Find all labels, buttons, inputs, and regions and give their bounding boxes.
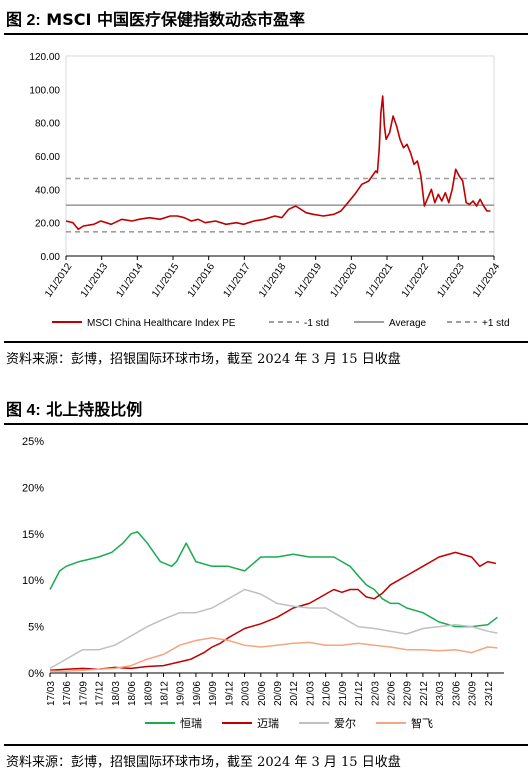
- y-tick-label: 40.00: [35, 185, 60, 196]
- figure-2-top-rule: [4, 423, 528, 425]
- x-tick-label: 1/1/2016: [186, 261, 218, 300]
- x-tick-label: 1/1/2012: [43, 261, 75, 300]
- northbound-holding-chart: 0% 5% 10% 15% 20% 25% 17/03 17/06 17/09 17/12 18/0…: [22, 436, 504, 730]
- legend-label: -1 std: [304, 318, 329, 329]
- y-tick-label: 20.00: [35, 219, 60, 230]
- figure-1-title: 图 2: MSCI 中国医疗保健指数动态市盈率: [6, 6, 305, 30]
- figure-1-source: 资料来源：彭博，招银国际环球市场，截至 2024 年 3 月 15 日收盘: [6, 352, 401, 367]
- x-tick-label: 20/06: [257, 681, 268, 706]
- figure-2-title: 图 4: 北上持股比例: [6, 396, 142, 420]
- x-tick-label: 18/03: [111, 681, 122, 706]
- figure-2-title-text: 北上持股比例: [46, 400, 143, 419]
- legend-label: 智飞: [411, 716, 433, 730]
- y-tick-label: 120.00: [29, 52, 60, 63]
- x-tick-label: 1/1/2024: [471, 261, 503, 300]
- figure-2-number: 图 4:: [6, 402, 41, 419]
- figure-1-bottom-rule: [4, 341, 528, 343]
- x-tick-label: 21/06: [322, 681, 333, 706]
- figure-2-bottom-rule: [4, 744, 528, 746]
- legend-label: Average: [389, 318, 427, 329]
- x-tick-label: 23/12: [484, 681, 495, 706]
- x-tick-label: 22/03: [370, 681, 381, 706]
- x-tick-label: 1/1/2022: [400, 261, 432, 300]
- x-tick-label: 22/12: [419, 681, 430, 706]
- x-tick-label: 20/03: [241, 681, 252, 706]
- series-line: [65, 95, 491, 231]
- legend-label: MSCI China Healthcare Index PE: [87, 318, 236, 329]
- figure-2-source: 资料来源：彭博，招银国际环球市场，截至 2024 年 3 月 15 日收盘: [6, 755, 401, 770]
- x-tick-label: 18/06: [127, 681, 138, 706]
- y-tick-label: 15%: [22, 529, 44, 541]
- y-tick-label: 80.00: [35, 119, 60, 130]
- y-tick-label: 20%: [22, 482, 44, 494]
- legend-label: 恒瑞: [180, 716, 202, 730]
- x-tick-label: 20/09: [273, 681, 284, 706]
- x-tick-label: 1/1/2017: [221, 261, 253, 300]
- series-line: [49, 531, 498, 628]
- y-tick-label: 60.00: [35, 152, 60, 163]
- x-tick-label: 1/1/2014: [114, 261, 146, 300]
- figure-1-number: 图 2:: [6, 12, 41, 29]
- x-tick-label: 18/09: [143, 681, 154, 706]
- x-tick-label: 1/1/2023: [435, 261, 467, 300]
- x-tick-label: 17/09: [78, 681, 89, 706]
- figure-1-top-rule: [4, 33, 528, 35]
- x-tick-label: 21/12: [354, 681, 365, 706]
- x-tick-label: 17/03: [46, 681, 57, 706]
- figure-1-title-text: MSCI 中国医疗保健指数动态市盈率: [46, 10, 305, 29]
- x-tick-label: 18/12: [160, 681, 171, 706]
- x-tick-label: 1/1/2020: [328, 261, 360, 300]
- x-tick-label: 22/09: [403, 681, 414, 706]
- x-tick-label: 1/1/2015: [150, 261, 182, 300]
- y-tick-label: 10%: [22, 575, 44, 587]
- x-tick-label: 1/1/2021: [364, 261, 396, 300]
- x-tick-label: 19/03: [176, 681, 187, 706]
- x-tick-label: 1/1/2018: [257, 261, 289, 300]
- x-tick-label: 21/09: [338, 681, 349, 706]
- y-tick-label: 5%: [28, 622, 44, 634]
- x-tick-label: 20/12: [289, 681, 300, 706]
- legend-label: 迈瑞: [257, 716, 279, 730]
- legend-label: 爱尔: [334, 717, 356, 730]
- y-tick-label: 25%: [22, 436, 44, 448]
- x-tick-label: 21/03: [305, 681, 316, 706]
- pe-chart: 0.00 20.00 40.00 60.00 80.00 100.00 120.00 1/1/…: [29, 52, 510, 329]
- x-tick-label: 19/12: [224, 681, 235, 706]
- x-tick-label: 23/06: [451, 681, 462, 706]
- x-tick-label: 23/03: [435, 681, 446, 706]
- y-tick-label: 0%: [28, 668, 44, 680]
- series-line: [49, 551, 497, 671]
- x-tick-label: 19/09: [208, 681, 219, 706]
- plot-frame: [65, 55, 495, 257]
- x-tick-label: 19/06: [192, 681, 203, 706]
- series-line: [50, 636, 498, 672]
- x-tick-label: 17/12: [95, 681, 106, 706]
- x-tick-label: 17/06: [62, 681, 73, 706]
- legend-label: +1 std: [482, 318, 510, 329]
- y-tick-label: 0.00: [41, 252, 61, 263]
- y-tick-label: 100.00: [29, 85, 60, 96]
- x-tick-label: 1/1/2013: [79, 261, 111, 300]
- x-tick-label: 1/1/2019: [293, 261, 325, 300]
- x-tick-label: 22/06: [387, 681, 398, 706]
- x-tick-label: 23/09: [468, 681, 479, 706]
- series-line: [49, 588, 498, 670]
